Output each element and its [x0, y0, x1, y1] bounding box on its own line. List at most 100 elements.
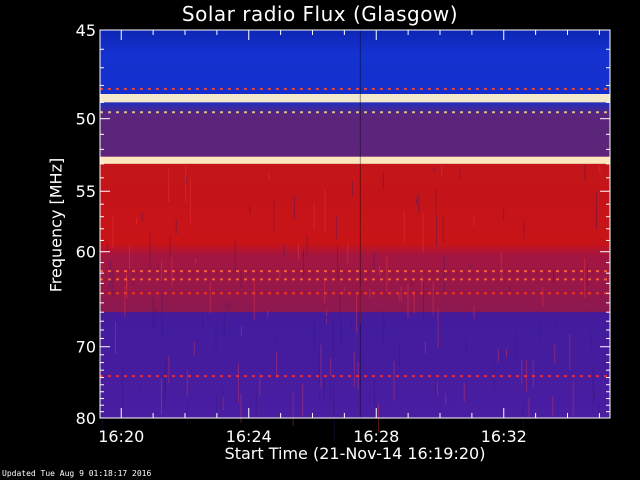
streak: [523, 222, 525, 241]
streak: [154, 306, 156, 328]
streak: [141, 211, 143, 222]
streak: [360, 286, 362, 323]
streak: [163, 368, 165, 409]
streak: [411, 279, 413, 287]
streak: [236, 397, 238, 403]
streak: [149, 232, 151, 269]
y-tick-label: 55: [76, 182, 96, 201]
streak: [413, 291, 415, 314]
streak: [521, 359, 523, 385]
streak: [161, 294, 163, 337]
streak: [195, 258, 197, 264]
streak: [240, 271, 242, 289]
streak: [382, 311, 384, 346]
streak: [373, 375, 375, 414]
streak: [589, 310, 591, 317]
streak: [160, 378, 162, 415]
streak: [101, 401, 103, 431]
streak: [554, 345, 556, 364]
streak: [403, 211, 405, 243]
frequency-band: [100, 102, 610, 157]
streak: [215, 322, 217, 351]
streak: [279, 270, 281, 278]
streak: [437, 307, 439, 348]
streak: [318, 350, 320, 386]
streak: [293, 194, 295, 220]
streak: [398, 293, 400, 302]
streak: [337, 243, 339, 279]
streak: [319, 391, 321, 403]
x-tick-label: 16:28: [353, 427, 399, 446]
streak: [325, 318, 327, 324]
streak: [168, 168, 170, 203]
streak: [599, 165, 601, 174]
streak: [302, 383, 304, 417]
streak: [532, 360, 534, 388]
streak: [259, 373, 261, 396]
streak: [407, 283, 409, 319]
streak: [139, 384, 141, 393]
streak: [320, 344, 322, 388]
streak: [459, 169, 461, 179]
frequency-band: [100, 30, 610, 94]
streak: [209, 281, 211, 314]
streak: [378, 265, 380, 276]
streak: [465, 338, 467, 354]
streak: [400, 286, 402, 302]
streak: [229, 301, 231, 310]
streak: [497, 349, 499, 362]
streak: [333, 399, 335, 440]
streak: [135, 217, 137, 225]
frequency-band: [100, 312, 610, 418]
streak: [169, 235, 171, 258]
streak: [353, 351, 355, 387]
streak: [332, 383, 334, 411]
streak: [112, 214, 114, 248]
streak: [584, 258, 586, 298]
streak: [186, 402, 188, 425]
streak: [553, 269, 555, 284]
updated-timestamp: Updated Tue Aug 9 01:18:17 2016: [2, 469, 152, 478]
streak: [250, 404, 252, 410]
frequency-band: [100, 94, 610, 103]
streak: [445, 393, 447, 405]
streak: [422, 212, 424, 253]
streak: [421, 275, 423, 292]
streak: [386, 255, 388, 293]
streak: [587, 263, 589, 286]
streak: [114, 322, 116, 355]
streak: [424, 341, 426, 354]
streak: [509, 286, 511, 294]
streak: [500, 251, 502, 283]
streak: [442, 216, 444, 243]
streak: [528, 397, 530, 418]
streak: [435, 190, 437, 215]
streak: [350, 321, 352, 331]
y-tick-label: 50: [76, 110, 96, 129]
streak: [168, 355, 170, 384]
streak: [313, 202, 315, 230]
streak: [128, 245, 130, 270]
streak: [313, 319, 315, 350]
y-tick-label: 45: [76, 21, 96, 40]
streak: [340, 315, 342, 347]
streak: [433, 166, 435, 172]
streak: [515, 333, 517, 359]
streak: [423, 282, 425, 321]
streak: [569, 334, 571, 370]
frequency-band: [100, 257, 610, 313]
plot-frame: [99, 29, 611, 419]
streak: [418, 193, 420, 214]
streak: [339, 293, 341, 313]
streak: [223, 312, 225, 340]
streak: [598, 402, 600, 418]
streak: [297, 243, 299, 260]
streak: [175, 218, 177, 234]
streak: [152, 296, 154, 331]
streak: [126, 275, 128, 299]
streak: [255, 389, 257, 418]
streak: [493, 357, 495, 390]
streak: [332, 319, 334, 360]
streak: [435, 383, 437, 397]
streak: [335, 215, 337, 239]
